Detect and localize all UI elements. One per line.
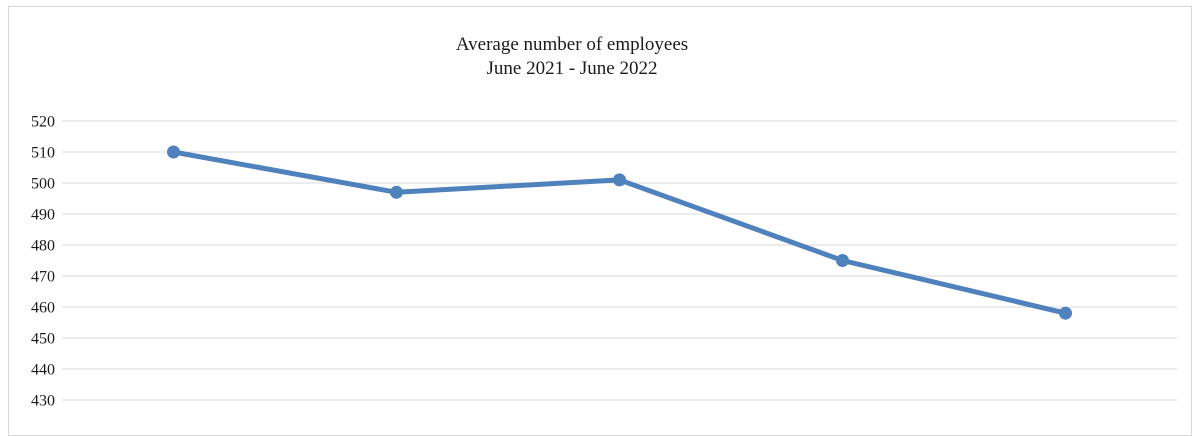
- gridlines: [62, 120, 1177, 401]
- chart-subtitle: June 2021 - June 2022: [487, 58, 658, 79]
- data-point[interactable]: [613, 173, 626, 187]
- series-layer: [167, 145, 1072, 320]
- y-tick-label: 520: [31, 114, 55, 131]
- y-tick-label: 510: [31, 145, 55, 162]
- data-point[interactable]: [390, 185, 403, 199]
- y-axis-ticks: 520 510 500 490 480 470 460 450 440 430: [31, 114, 55, 410]
- data-point[interactable]: [836, 254, 849, 267]
- y-tick-label: 440: [31, 362, 55, 379]
- y-tick-label: 490: [31, 207, 55, 224]
- data-point[interactable]: [167, 145, 180, 159]
- y-tick-label: 460: [31, 300, 55, 317]
- y-tick-label: 430: [31, 393, 55, 410]
- y-tick-label: 480: [31, 238, 55, 255]
- y-tick-label: 500: [31, 176, 55, 193]
- chart-frame: [8, 6, 1192, 436]
- line-chart: Average number of employees June 2021 - …: [31, 34, 1177, 410]
- y-tick-label: 450: [31, 331, 55, 348]
- chart-title: Average number of employees: [456, 34, 688, 55]
- y-tick-label: 470: [31, 269, 55, 286]
- data-point[interactable]: [1059, 306, 1072, 320]
